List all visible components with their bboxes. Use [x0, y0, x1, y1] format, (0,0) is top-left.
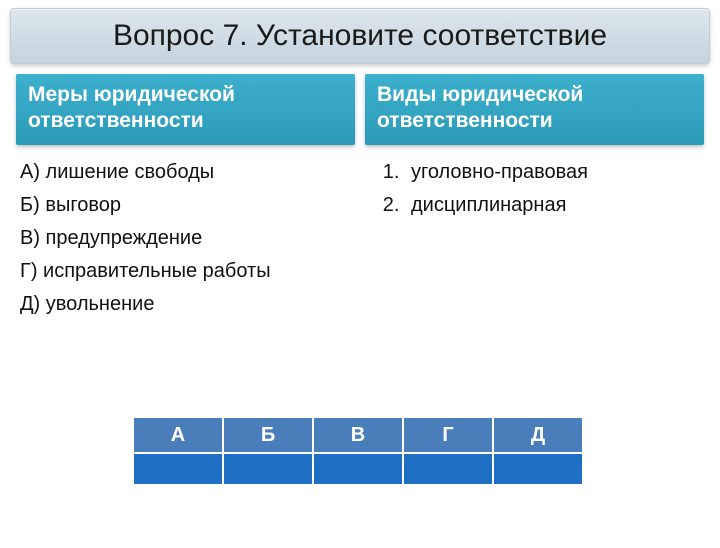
table-header-cell: Г — [403, 417, 493, 453]
left-item: А) лишение свободы — [20, 157, 351, 188]
right-header: Виды юридической ответственности — [365, 74, 704, 145]
left-item: Д) увольнение — [20, 289, 351, 320]
left-item: В) предупреждение — [20, 223, 351, 254]
right-item: уголовно-правовая — [405, 157, 704, 188]
table-header-cell: А — [133, 417, 223, 453]
table-cell[interactable] — [223, 453, 313, 485]
table-cell[interactable] — [133, 453, 223, 485]
left-item: Г) исправительные работы — [20, 256, 351, 287]
right-items: уголовно-правовая дисциплинарная — [365, 157, 704, 221]
table-header-cell: Д — [493, 417, 583, 453]
table-header-cell: В — [313, 417, 403, 453]
right-column: Виды юридической ответственности уголовн… — [365, 74, 704, 322]
table-header-row: А Б В Г Д — [133, 417, 583, 453]
table-cell[interactable] — [403, 453, 493, 485]
table-cell[interactable] — [493, 453, 583, 485]
left-column: Меры юридической ответственности А) лише… — [16, 74, 355, 322]
question-title: Вопрос 7. Установите соответствие — [10, 8, 710, 64]
left-header: Меры юридической ответственности — [16, 74, 355, 145]
table-answer-row — [133, 453, 583, 485]
answer-table: А Б В Г Д — [132, 416, 584, 486]
table-header-cell: Б — [223, 417, 313, 453]
table-cell[interactable] — [313, 453, 403, 485]
left-items: А) лишение свободы Б) выговор В) предупр… — [16, 157, 355, 320]
columns-container: Меры юридической ответственности А) лише… — [0, 74, 720, 322]
right-item: дисциплинарная — [405, 190, 704, 221]
left-item: Б) выговор — [20, 190, 351, 221]
